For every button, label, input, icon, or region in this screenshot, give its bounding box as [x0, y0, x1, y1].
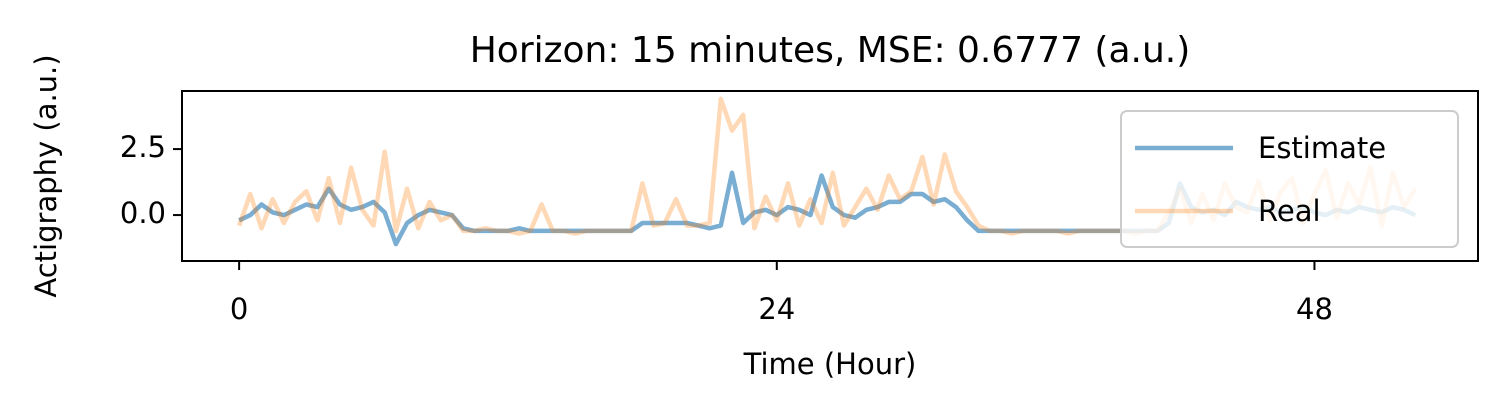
- chart-title: Horizon: 15 minutes, MSE: 0.6777 (a.u.): [470, 30, 1191, 71]
- plot-frame: [181, 90, 1479, 262]
- legend-label: Estimate: [1258, 131, 1386, 165]
- x-tick-label: 0: [230, 292, 248, 326]
- y-tick-label: 0.0: [120, 196, 166, 230]
- x-axis-label: Time (Hour): [743, 347, 917, 381]
- legend-label: Real: [1258, 194, 1321, 228]
- legend-box: [1120, 110, 1459, 248]
- y-axis-label: Actigraphy (a.u.): [29, 54, 63, 297]
- x-tick-label: 48: [1296, 292, 1333, 326]
- y-tick-label: 2.5: [120, 130, 166, 164]
- x-tick-label: 24: [758, 292, 795, 326]
